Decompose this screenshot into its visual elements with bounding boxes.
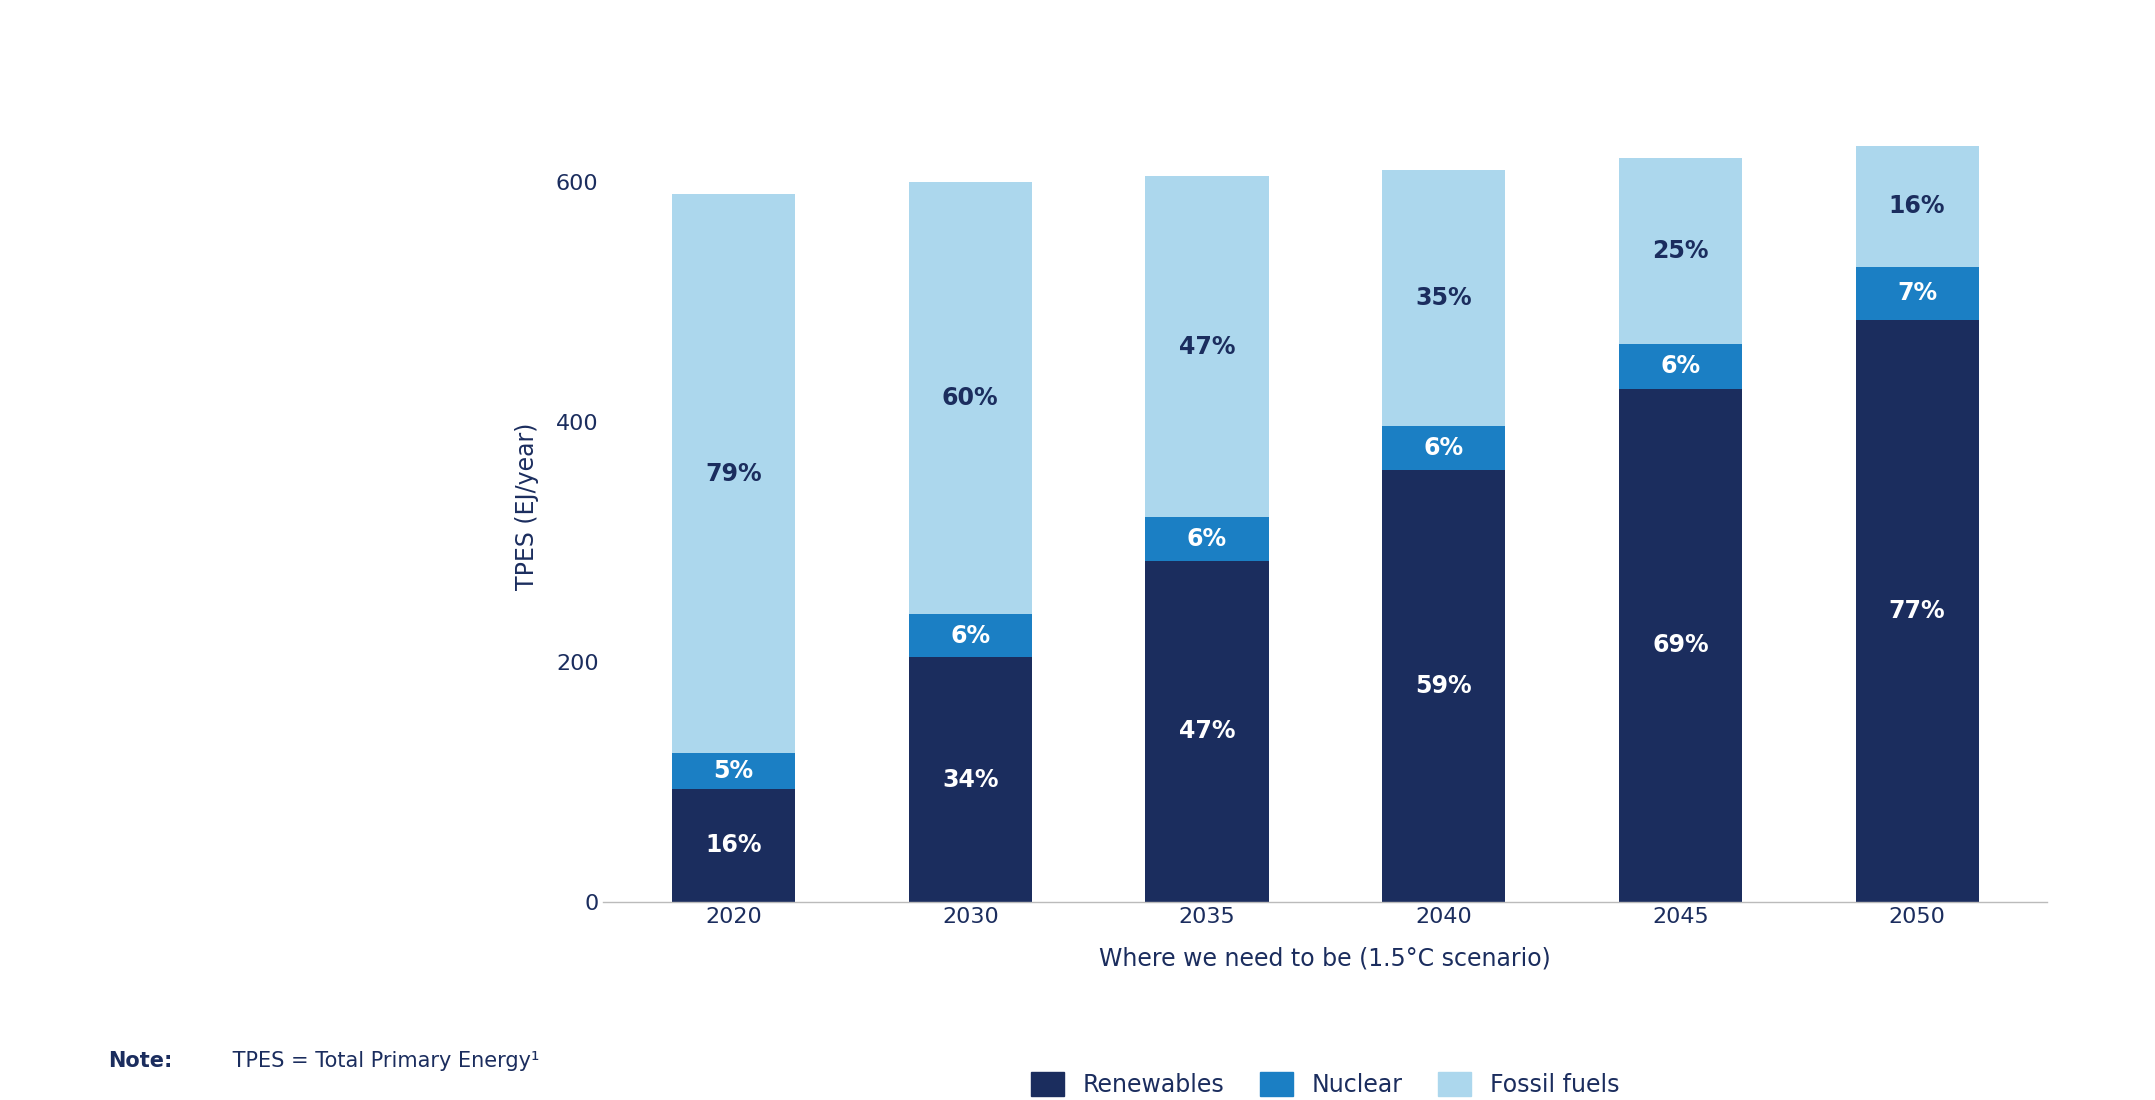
X-axis label: Where we need to be (1.5°C scenario): Where we need to be (1.5°C scenario) xyxy=(1099,946,1552,970)
Text: 35%: 35% xyxy=(1416,286,1472,310)
Bar xyxy=(1381,470,1504,902)
Text: Note:: Note: xyxy=(108,1050,172,1071)
Text: 69%: 69% xyxy=(1653,634,1709,658)
Text: 60%: 60% xyxy=(942,386,998,410)
Bar xyxy=(1855,146,1978,267)
Bar xyxy=(1146,517,1269,561)
Text: 34%: 34% xyxy=(942,768,998,792)
Text: 59%: 59% xyxy=(1416,674,1472,698)
Bar xyxy=(1618,344,1741,388)
Bar xyxy=(1855,320,1978,902)
Bar xyxy=(672,789,795,902)
Text: 77%: 77% xyxy=(1888,598,1946,623)
Text: 5%: 5% xyxy=(713,759,754,783)
Bar xyxy=(1146,561,1269,902)
Bar xyxy=(672,754,795,789)
Y-axis label: TPES (EJ/year): TPES (EJ/year) xyxy=(515,422,539,590)
Text: TPES = Total Primary Energy¹: TPES = Total Primary Energy¹ xyxy=(226,1050,539,1071)
Text: 16%: 16% xyxy=(1888,195,1946,219)
Text: 6%: 6% xyxy=(950,624,991,648)
Bar xyxy=(1381,426,1504,470)
Text: 79%: 79% xyxy=(705,462,763,486)
Bar xyxy=(1618,388,1741,902)
Text: 6%: 6% xyxy=(1424,437,1463,460)
Bar xyxy=(672,194,795,754)
Bar xyxy=(909,182,1032,614)
Bar xyxy=(1855,267,1978,320)
Legend: Renewables, Nuclear, Fossil fuels: Renewables, Nuclear, Fossil fuels xyxy=(1030,1072,1621,1098)
Bar xyxy=(1146,176,1269,517)
Text: 7%: 7% xyxy=(1896,282,1937,306)
Text: 25%: 25% xyxy=(1653,239,1709,263)
Text: 47%: 47% xyxy=(1179,719,1235,744)
Bar xyxy=(909,614,1032,657)
Text: 6%: 6% xyxy=(1659,354,1700,378)
Text: 47%: 47% xyxy=(1179,334,1235,359)
Bar xyxy=(1618,158,1741,344)
Text: 6%: 6% xyxy=(1187,527,1226,551)
Text: 16%: 16% xyxy=(705,834,763,857)
Bar xyxy=(909,657,1032,902)
Bar xyxy=(1381,170,1504,426)
